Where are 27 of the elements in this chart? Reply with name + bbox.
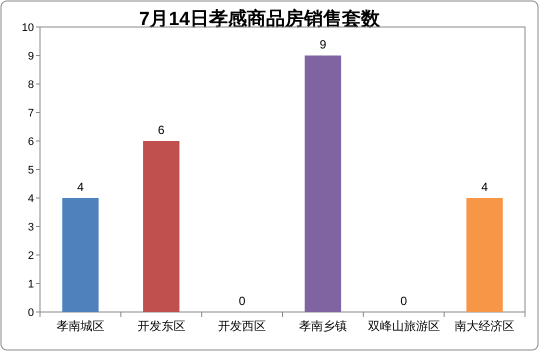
x-tick-label: 孝南乡镇	[298, 319, 347, 333]
y-tick-label: 6	[28, 136, 34, 148]
bar	[304, 56, 342, 312]
x-tick-label: 双峰山旅游区	[368, 319, 440, 333]
y-tick-label: 4	[28, 192, 34, 205]
y-tick-label: 2	[28, 250, 34, 262]
y-tick-label: 3	[28, 221, 34, 234]
bar	[62, 198, 99, 312]
x-tick-label: 孝南城区	[56, 319, 104, 333]
x-tick-label: 南大经济区	[454, 319, 515, 333]
x-tick-label: 开发西区	[218, 319, 266, 333]
x-tick-label: 开发东区	[137, 319, 186, 333]
data-label: 6	[158, 123, 165, 137]
y-tick-label: 9	[28, 50, 34, 62]
y-tick-label: 5	[28, 164, 34, 176]
data-label: 9	[320, 38, 327, 52]
y-tick-label: 10	[22, 22, 34, 34]
y-tick-label: 8	[28, 78, 34, 91]
bar	[466, 198, 503, 312]
data-label: 4	[481, 180, 488, 194]
data-label: 0	[238, 294, 246, 308]
data-label: 4	[77, 180, 84, 194]
y-tick-label: 7	[28, 107, 34, 120]
bar	[143, 141, 180, 312]
y-tick-label: 0	[28, 306, 34, 319]
y-tick-label: 1	[28, 278, 34, 290]
data-label: 0	[400, 294, 408, 308]
